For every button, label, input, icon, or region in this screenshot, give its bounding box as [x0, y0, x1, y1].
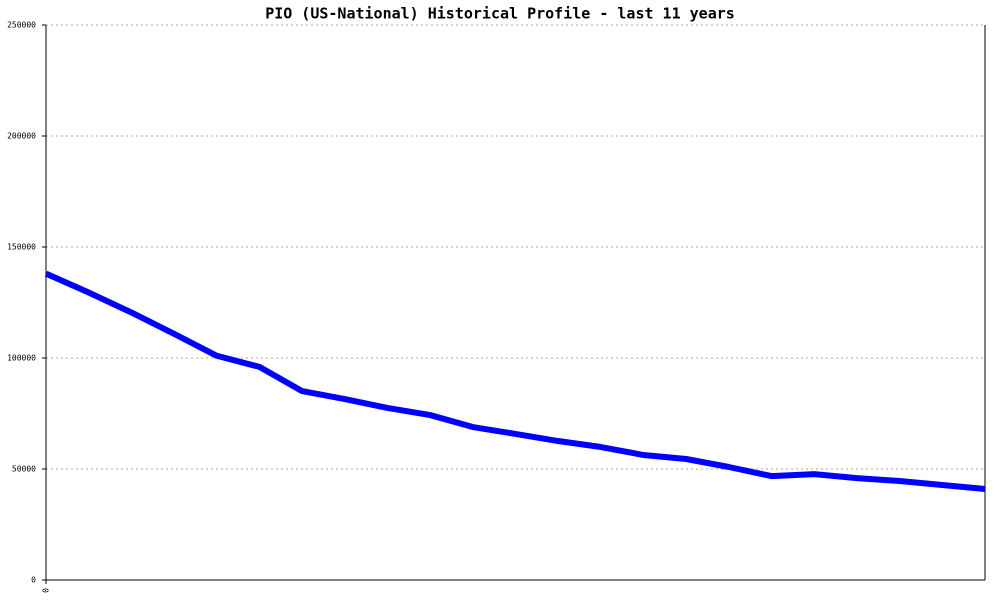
y-tick-label: 200000 — [7, 132, 36, 141]
x-tick-label: 0 — [42, 588, 51, 593]
y-tick-label: 50000 — [12, 465, 36, 474]
chart-title: PIO (US-National) Historical Profile - l… — [265, 5, 735, 23]
y-tick-label: 0 — [31, 576, 36, 585]
line-series — [44, 270, 986, 492]
y-tick-label: 100000 — [7, 354, 36, 363]
y-tick-label: 250000 — [7, 21, 36, 30]
y-tick-label: 150000 — [7, 243, 36, 252]
